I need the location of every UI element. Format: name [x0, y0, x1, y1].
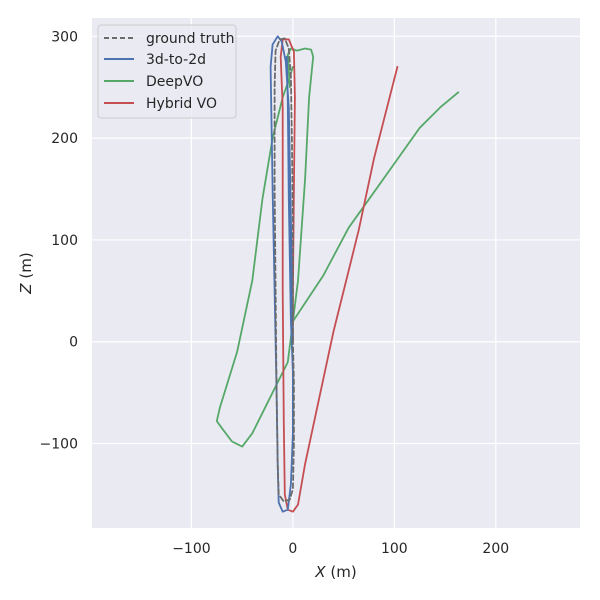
- x-axis-label-unit: (m): [330, 563, 356, 581]
- legend-label-deepvo: DeepVO: [146, 74, 203, 90]
- data-lines: [215, 35, 460, 513]
- y-tick-label: 0: [69, 335, 78, 351]
- y-axis-label-variable: Z: [17, 283, 35, 295]
- series-line-hybrid-vo: [279, 38, 399, 513]
- tick-labels: −100 0 100 200 −100 0 100 200 300: [40, 29, 510, 557]
- legend-label-3d-to-2d: 3d-to-2d: [146, 52, 206, 68]
- legend-label-hybrid-vo: Hybrid VO: [146, 96, 217, 112]
- series-line-deepvo: [215, 47, 315, 448]
- series-line-deepvo: [292, 91, 460, 323]
- y-tick-label: 300: [51, 29, 78, 45]
- y-axis-label: Z (m): [17, 252, 35, 294]
- x-tick-label: −100: [172, 541, 210, 557]
- x-axis-label: X (m): [314, 563, 356, 581]
- legend-label-ground-truth: ground truth: [146, 31, 234, 47]
- series-line-ground-truth: [273, 37, 295, 503]
- y-axis-label-unit: (m): [17, 252, 35, 278]
- grid: [92, 18, 580, 528]
- legend-box: [97, 24, 237, 119]
- y-tick-label: 200: [51, 131, 78, 147]
- x-tick-label: 0: [288, 541, 297, 557]
- y-tick-label: 100: [51, 233, 78, 249]
- y-tick-label: −100: [40, 437, 78, 453]
- x-tick-label: 200: [482, 541, 509, 557]
- x-tick-label: 100: [381, 541, 408, 557]
- x-axis-label-variable: X: [314, 563, 326, 581]
- legend: ground truth 3d-to-2d DeepVO Hybrid VO: [97, 24, 237, 119]
